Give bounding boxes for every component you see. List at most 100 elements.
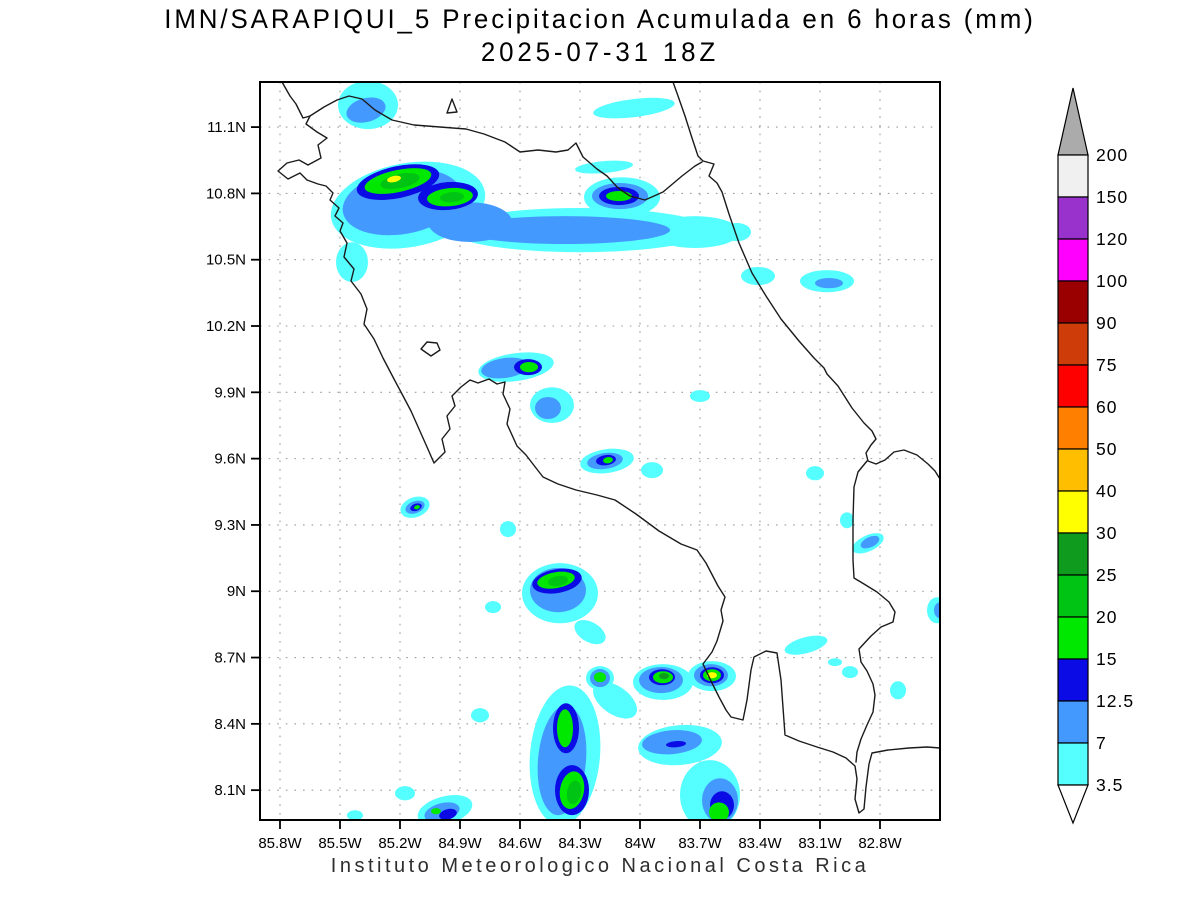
precip-contour-20mm: [566, 780, 582, 805]
precip-contour-30mm: [387, 175, 401, 183]
precip-contour-3.5mm: [471, 708, 489, 723]
x-tick-label: 84.9W: [438, 835, 482, 852]
y-tick-label: 9.9N: [214, 384, 246, 401]
colorbar-under-arrow: [1057, 784, 1089, 825]
precip-contour-7mm: [934, 602, 939, 619]
colorbar-label: 7: [1096, 733, 1107, 753]
precip-contour-3.5mm: [593, 681, 637, 719]
coastline-path: [672, 81, 941, 480]
precip-contour-3.5mm: [806, 466, 824, 481]
coastline: [277, 81, 941, 814]
y-tick-label: 10.2N: [206, 318, 246, 335]
precip-contour-7mm: [428, 202, 512, 243]
colorbar-label: 50: [1096, 439, 1117, 459]
x-tick-label: 82.8W: [858, 835, 902, 852]
colorbar-segment: [1057, 280, 1089, 324]
colorbar-segment: [1057, 658, 1089, 702]
precip-contour-15mm: [603, 457, 613, 464]
precip-contour-3.5mm: [593, 97, 675, 119]
precip-contour-7mm: [535, 396, 561, 420]
x-tick-label: 83.7W: [678, 835, 722, 852]
coastline-path: [446, 98, 458, 114]
coastline-path: [309, 95, 703, 201]
precip-contour-7mm: [627, 221, 651, 236]
precip-contour-7mm: [815, 278, 843, 289]
precip-contour-15mm: [557, 709, 573, 748]
title-line-1: IMN/SARAPIQUI_5 Precipitacion Acumulada …: [164, 4, 1036, 34]
axis-ticks-and-labels: 85.8W 85.5W 85.2W 84.9W 84.6W 84.3W 84W 83.7W 83…: [206, 119, 903, 852]
precip-contour-3.5mm: [575, 160, 633, 174]
precip-contour-20mm: [548, 575, 568, 587]
precip-contour-15mm: [431, 808, 441, 815]
colorbar-segment: [1057, 490, 1089, 534]
colorbar-segment: [1057, 364, 1089, 408]
precip-contour-3.5mm: [927, 597, 939, 624]
precip-contour-3.5mm: [828, 658, 842, 667]
colorbar-segment: [1057, 616, 1089, 660]
colorbar-over-arrow: [1057, 87, 1089, 156]
y-tick-label: 9.3N: [214, 517, 246, 534]
colorbar-segment: [1057, 574, 1089, 618]
colorbar-label: 12.5: [1096, 691, 1134, 711]
title-line-2: 2025-07-31 18Z: [480, 37, 720, 67]
precip-contour-7mm: [860, 535, 880, 549]
precip-contour-12.5mm: [439, 808, 457, 819]
precip-contour-3.5mm: [500, 521, 516, 538]
coastline-path: [420, 341, 441, 357]
precip-contour-3.5mm: [723, 223, 751, 242]
precip-contour-3.5mm: [395, 786, 415, 801]
precip-contour-3.5mm: [784, 635, 828, 655]
colorbar-segment: [1057, 700, 1089, 744]
precip-contour-20mm: [380, 172, 420, 190]
precip-contour-15mm: [709, 802, 729, 819]
colorbar-label: 100: [1096, 271, 1128, 291]
precip-contour-3.5mm: [347, 810, 363, 819]
y-tick-label: 9N: [227, 583, 246, 600]
precip-contour-3.5mm: [485, 601, 501, 614]
precip-contour-3.5mm: [741, 266, 775, 286]
x-tick-label: 83.4W: [738, 835, 782, 852]
precip-contour-20mm: [440, 191, 464, 203]
colorbar-label: 15: [1096, 649, 1117, 669]
precip-contour-3.5mm: [641, 462, 663, 479]
y-tick-label: 8.7N: [214, 650, 246, 667]
x-tick-label: 84.3W: [558, 835, 602, 852]
colorbar-label: 60: [1096, 397, 1117, 417]
colorbar-label: 90: [1096, 313, 1117, 333]
x-tick-label: 84.6W: [498, 835, 542, 852]
precip-contour-3.5mm: [890, 681, 906, 700]
precip-contour-3.5mm: [840, 512, 854, 529]
colorbar-segment: [1057, 154, 1089, 198]
figure-caption: Instituto Meteorologico Nacional Costa R…: [330, 855, 870, 877]
precip-contour-15mm: [606, 190, 632, 202]
colorbar-label: 20: [1096, 607, 1117, 627]
map-frame: [259, 81, 941, 821]
y-tick-label: 8.4N: [214, 716, 246, 733]
precip-contour-3.5mm: [336, 242, 368, 283]
colorbar-legend: 3.5 7 12.5 15 20 25 30 40 50 60 75 90 100 120 150 200: [1057, 87, 1134, 825]
colorbar-label: 150: [1096, 187, 1128, 207]
colorbar-segment: [1057, 742, 1089, 786]
precip-contour-15mm: [520, 362, 538, 373]
precip-contour-3.5mm: [842, 666, 858, 679]
precip-contour-3.5mm: [650, 216, 740, 248]
precip-contour-15mm: [594, 672, 606, 683]
coastline-path: [277, 81, 941, 814]
x-tick-label: 85.2W: [378, 835, 422, 852]
colorbar-segment: [1057, 196, 1089, 240]
figure-title: IMN/SARAPIQUI_5 Precipitacion Acumulada …: [24, 4, 1176, 68]
colorbar-label: 30: [1096, 523, 1117, 543]
x-tick-label: 85.5W: [318, 835, 362, 852]
coastline-path: [852, 460, 896, 763]
precip-contour-7mm: [346, 97, 386, 123]
precipitation-shading: [330, 83, 939, 819]
precip-contour-12.5mm: [666, 740, 686, 748]
colorbar-label: 3.5: [1096, 775, 1123, 795]
precip-contour-7mm: [460, 216, 670, 245]
colorbar-segment: [1057, 406, 1089, 450]
x-tick-label: 84W: [625, 835, 657, 852]
colorbar-segment: [1057, 532, 1089, 576]
colorbar-label: 200: [1096, 145, 1128, 165]
x-tick-label: 83.1W: [798, 835, 842, 852]
